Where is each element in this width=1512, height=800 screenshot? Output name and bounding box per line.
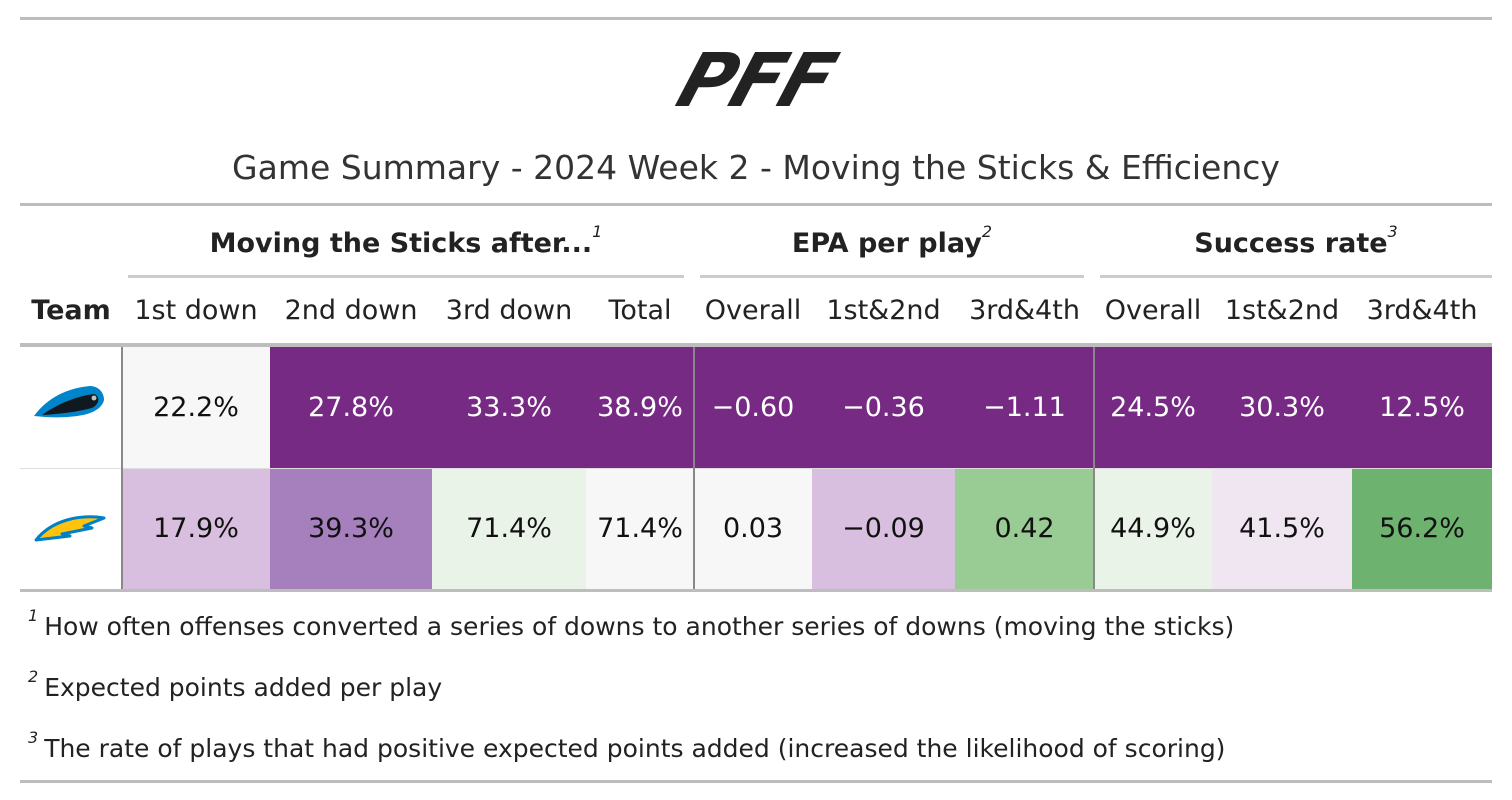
spanner-rule bbox=[700, 275, 1084, 278]
column-header: 1st&2nd bbox=[826, 295, 941, 326]
footnote-mark: 2 bbox=[28, 667, 39, 686]
column-header: 2nd down bbox=[284, 295, 418, 326]
cell: 56.2% bbox=[1352, 468, 1492, 589]
footnote-mark: 1 bbox=[592, 222, 603, 241]
spanner: EPA per play2 bbox=[700, 222, 1084, 259]
footnote-text: The rate of plays that had positive expe… bbox=[44, 734, 1226, 763]
bottom-rule bbox=[20, 780, 1492, 783]
cell: −0.36 bbox=[812, 347, 955, 468]
cell: 0.03 bbox=[694, 468, 812, 589]
footnote-mark: 2 bbox=[981, 222, 993, 241]
column-divider bbox=[693, 347, 695, 589]
footnote-text: Expected points added per play bbox=[44, 673, 443, 702]
spanner-label: EPA per play bbox=[791, 228, 982, 259]
cell: 27.8% bbox=[270, 347, 432, 468]
title: Game Summary - 2024 Week 2 - Moving the … bbox=[232, 148, 1280, 187]
top-rule bbox=[20, 17, 1492, 20]
cell: 0.42 bbox=[955, 468, 1094, 589]
spanner-label: Moving the Sticks after... bbox=[209, 228, 593, 259]
column-header: 1st down bbox=[134, 295, 258, 326]
cell: 22.2% bbox=[122, 347, 270, 468]
column-header: Total bbox=[608, 295, 672, 326]
column-header: Overall bbox=[704, 295, 802, 326]
spanner: Moving the Sticks after...1 bbox=[128, 222, 684, 259]
footnote-mark: 3 bbox=[1387, 222, 1398, 241]
spanner-rule bbox=[128, 275, 684, 278]
cell: −0.09 bbox=[812, 468, 955, 589]
footnote-text: How often offenses converted a series of… bbox=[44, 612, 1235, 641]
column-header: 1st&2nd bbox=[1224, 295, 1340, 326]
cell: 38.9% bbox=[586, 347, 694, 468]
header-rule bbox=[20, 343, 1492, 347]
footnote-mark: 1 bbox=[28, 606, 39, 625]
column-header: Overall bbox=[1104, 295, 1202, 326]
spanner: Success rate3 bbox=[1100, 222, 1492, 259]
cell: 24.5% bbox=[1094, 347, 1212, 468]
cell: 17.9% bbox=[122, 468, 270, 589]
column-header: 3rd&4th bbox=[969, 295, 1080, 326]
column-header: Team bbox=[31, 295, 111, 326]
title-rule bbox=[20, 203, 1492, 206]
cell: 30.3% bbox=[1212, 347, 1352, 468]
footnote-mark: 3 bbox=[28, 728, 39, 747]
footnote: 1 How often offenses converted a series o… bbox=[28, 606, 1235, 641]
column-divider bbox=[1093, 347, 1095, 589]
chargers-logo bbox=[34, 515, 106, 542]
body-rule bbox=[20, 589, 1492, 592]
cell: 12.5% bbox=[1352, 347, 1492, 468]
cell: 39.3% bbox=[270, 468, 432, 589]
cell: −0.60 bbox=[694, 347, 812, 468]
cell: 71.4% bbox=[432, 468, 586, 589]
column-header: 3rd&4th bbox=[1366, 295, 1478, 326]
spanner-rule bbox=[1100, 275, 1492, 278]
logo: PFF bbox=[667, 38, 845, 124]
cell: 44.9% bbox=[1094, 468, 1212, 589]
cell: 33.3% bbox=[432, 347, 586, 468]
panthers-logo bbox=[34, 386, 104, 418]
footnote: 2 Expected points added per play bbox=[28, 667, 443, 702]
cell: 71.4% bbox=[586, 468, 694, 589]
spanner-label: Success rate bbox=[1194, 228, 1388, 259]
footnote: 3 The rate of plays that had positive exp… bbox=[28, 728, 1226, 763]
cell: 41.5% bbox=[1212, 468, 1352, 589]
column-header: 3rd down bbox=[445, 295, 573, 326]
row-rule bbox=[20, 468, 1492, 469]
cell: −1.11 bbox=[955, 347, 1094, 468]
column-divider bbox=[121, 347, 123, 589]
